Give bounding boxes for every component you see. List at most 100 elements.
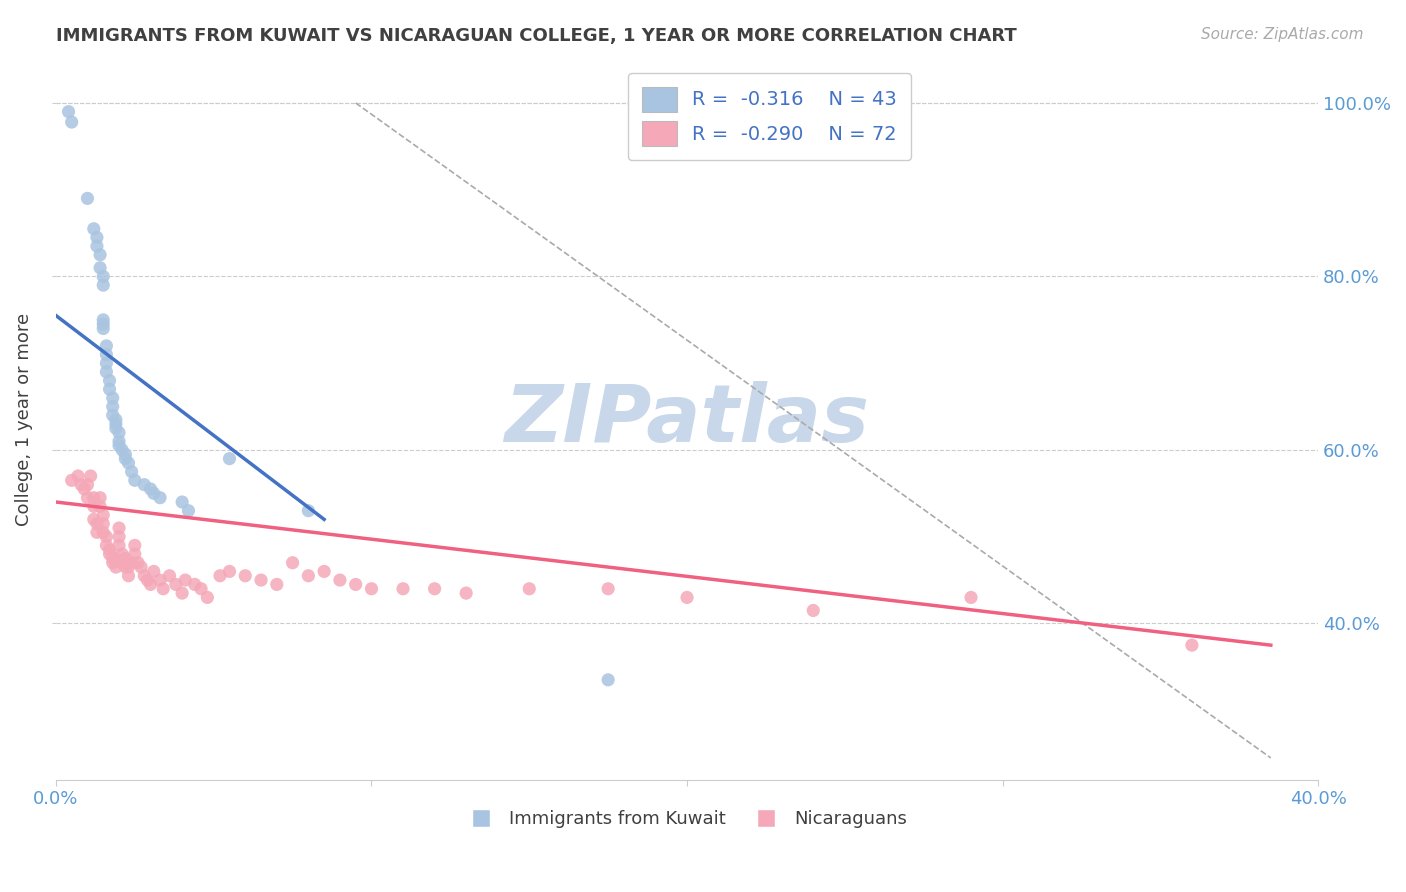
Point xyxy=(266,577,288,591)
Point xyxy=(108,439,131,453)
Point xyxy=(195,591,218,605)
Point xyxy=(360,582,382,596)
Point xyxy=(149,573,172,587)
Point xyxy=(108,425,131,440)
Text: Source: ZipAtlas.com: Source: ZipAtlas.com xyxy=(1201,27,1364,42)
Point xyxy=(89,500,111,514)
Point xyxy=(423,582,446,596)
Point xyxy=(314,565,336,579)
Point xyxy=(104,421,127,435)
Point xyxy=(58,104,80,119)
Point xyxy=(139,482,162,496)
Point xyxy=(101,551,124,566)
Point xyxy=(598,582,620,596)
Point xyxy=(104,412,127,426)
Point xyxy=(86,525,108,540)
Point xyxy=(86,516,108,531)
Point xyxy=(96,538,118,552)
Point xyxy=(89,248,111,262)
Point xyxy=(91,278,114,293)
Point xyxy=(174,573,197,587)
Point xyxy=(172,495,194,509)
Point xyxy=(91,516,114,531)
Point xyxy=(96,530,118,544)
Point xyxy=(129,560,152,574)
Point xyxy=(142,565,165,579)
Point xyxy=(456,586,478,600)
Point xyxy=(83,491,105,505)
Point xyxy=(233,568,256,582)
Point xyxy=(297,504,319,518)
Point xyxy=(114,560,136,574)
Point xyxy=(152,582,174,596)
Point xyxy=(114,447,136,461)
Point xyxy=(598,673,620,687)
Point xyxy=(344,577,367,591)
Point xyxy=(91,269,114,284)
Point xyxy=(136,573,159,587)
Point xyxy=(91,321,114,335)
Point xyxy=(91,508,114,522)
Point xyxy=(73,482,96,496)
Point xyxy=(96,339,118,353)
Point xyxy=(91,313,114,327)
Point xyxy=(89,491,111,505)
Point xyxy=(96,356,118,370)
Point xyxy=(96,365,118,379)
Text: ZIPatlas: ZIPatlas xyxy=(505,381,869,458)
Point xyxy=(117,456,139,470)
Point xyxy=(124,473,146,487)
Point xyxy=(121,465,143,479)
Point xyxy=(86,239,108,253)
Point xyxy=(142,486,165,500)
Point xyxy=(108,530,131,544)
Point xyxy=(250,573,273,587)
Point xyxy=(329,573,352,587)
Point xyxy=(111,442,134,457)
Point xyxy=(517,582,540,596)
Point xyxy=(111,547,134,561)
Point xyxy=(139,577,162,591)
Point xyxy=(104,417,127,431)
Point xyxy=(114,551,136,566)
Point xyxy=(60,115,83,129)
Point xyxy=(124,547,146,561)
Point xyxy=(91,525,114,540)
Point xyxy=(177,504,200,518)
Point xyxy=(66,469,89,483)
Point xyxy=(190,582,212,596)
Point xyxy=(91,317,114,331)
Point xyxy=(108,538,131,552)
Point xyxy=(101,409,124,423)
Point xyxy=(70,477,93,491)
Point xyxy=(218,451,240,466)
Point xyxy=(676,591,699,605)
Point xyxy=(104,551,127,566)
Point xyxy=(392,582,415,596)
Point xyxy=(297,568,319,582)
Point xyxy=(960,591,983,605)
Legend: Immigrants from Kuwait, Nicaraguans: Immigrants from Kuwait, Nicaraguans xyxy=(460,803,914,836)
Point xyxy=(76,491,98,505)
Point xyxy=(127,556,149,570)
Point xyxy=(79,469,101,483)
Point xyxy=(83,500,105,514)
Point xyxy=(60,473,83,487)
Point xyxy=(108,434,131,449)
Point xyxy=(101,400,124,414)
Point xyxy=(111,556,134,570)
Point xyxy=(96,347,118,361)
Point xyxy=(98,374,121,388)
Point xyxy=(98,542,121,557)
Point xyxy=(98,382,121,396)
Point xyxy=(108,521,131,535)
Point xyxy=(114,451,136,466)
Y-axis label: College, 1 year or more: College, 1 year or more xyxy=(15,313,32,526)
Point xyxy=(134,568,156,582)
Point xyxy=(159,568,181,582)
Point xyxy=(89,260,111,275)
Point xyxy=(184,577,207,591)
Point xyxy=(218,565,240,579)
Point xyxy=(101,556,124,570)
Point xyxy=(83,221,105,235)
